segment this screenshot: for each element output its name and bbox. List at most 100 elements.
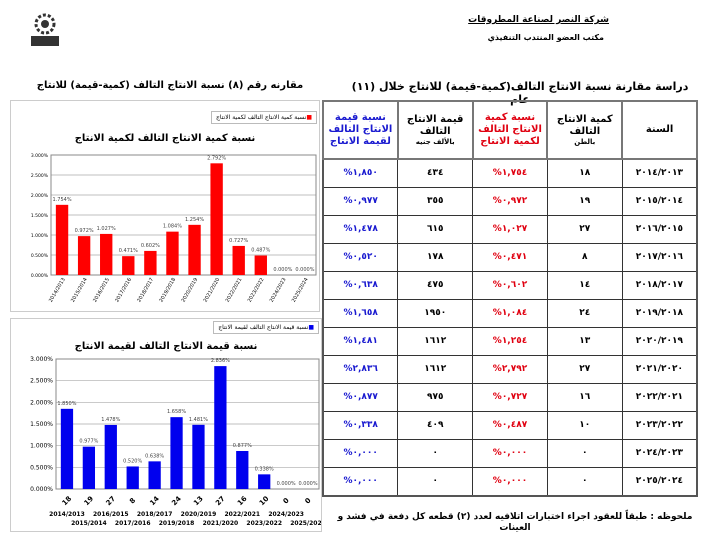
bar bbox=[254, 255, 267, 275]
data-label: 1.478% bbox=[101, 417, 120, 423]
bar bbox=[188, 224, 201, 275]
x-tick-label: 2020/2019 bbox=[181, 511, 217, 518]
x-tick-qty: 13 bbox=[192, 495, 205, 508]
data-label: 1.754% bbox=[53, 197, 72, 203]
cell-value-pct: %٠,٣٣٨ bbox=[322, 411, 399, 440]
cell-value-pct: %٠,٩٧٧ bbox=[322, 187, 399, 216]
table-row: ٢٠٢٢/٢٠٢١ ١٦ %٠,٧٢٧ ٩٧٥ %٠,٨٧٧ bbox=[322, 383, 698, 412]
data-label: 0.877% bbox=[233, 443, 252, 449]
bar bbox=[148, 461, 161, 489]
data-label: 2.792% bbox=[207, 155, 226, 161]
x-tick-label: 2019/2018 bbox=[159, 520, 195, 527]
cell-value: ٤٣٤ bbox=[397, 158, 474, 188]
data-label: 0.602% bbox=[141, 243, 160, 249]
bar bbox=[122, 256, 135, 275]
x-tick-label: 2015/2014 bbox=[71, 520, 107, 527]
cell-year: ٢٠١٧/٢٠١٦ bbox=[621, 243, 698, 272]
y-tick-label: 1.000% bbox=[30, 443, 53, 450]
plot-area bbox=[55, 358, 320, 490]
chart-title: نسبة قيمة الانتاج التالف لقيمة الانتاج bbox=[74, 341, 258, 352]
cell-value: ٤٧٥ bbox=[397, 271, 474, 300]
x-tick-label: 2019/2018 bbox=[158, 277, 177, 304]
cell-value-pct: %١,٨٥٠ bbox=[322, 158, 399, 188]
y-tick-label: 1.500% bbox=[30, 421, 53, 428]
cell-qty: ١٦ bbox=[546, 383, 623, 412]
bar bbox=[258, 474, 271, 489]
cell-qty: ٠ bbox=[546, 467, 623, 497]
x-tick-label: 2017/2016 bbox=[114, 277, 133, 304]
data-label: 0.000% bbox=[273, 267, 292, 273]
cell-value-pct: %٢,٨٣٦ bbox=[322, 355, 399, 384]
x-tick-label: 2025/2024 bbox=[290, 520, 321, 527]
bar bbox=[144, 250, 157, 275]
y-tick-label: 2.000% bbox=[30, 399, 53, 406]
x-tick-qty: 0 bbox=[282, 496, 291, 505]
x-tick-qty: 10 bbox=[258, 495, 271, 508]
cell-value-pct: %١,٤٧٨ bbox=[322, 215, 399, 244]
bar bbox=[104, 424, 117, 489]
table-row: ٢٠١٦/٢٠١٥ ٢٧ %١,٠٢٧ ٦١٥ %١,٤٧٨ bbox=[322, 215, 698, 244]
cell-qty-pct: %١,٧٥٤ bbox=[472, 158, 548, 188]
bar bbox=[55, 204, 69, 275]
x-tick-label: 2014/2013 bbox=[48, 277, 67, 304]
cell-qty: ١٨ bbox=[546, 158, 623, 188]
cell-value: ٠ bbox=[397, 467, 474, 497]
chart-quantity-ratio: ■نسبة كمية الانتاج التالف لكمية الانتاج … bbox=[10, 100, 320, 312]
x-tick-label: 2022/2021 bbox=[224, 511, 260, 518]
cell-qty-pct: %٠,٠٠٠ bbox=[472, 439, 548, 468]
cell-value: ٩٧٥ bbox=[397, 383, 474, 412]
table-row: ٢٠١٤/٢٠١٣ ١٨ %١,٧٥٤ ٤٣٤ %١,٨٥٠ bbox=[322, 158, 698, 188]
x-tick-label: 2021/2020 bbox=[203, 277, 222, 304]
x-tick-label: 2015/2014 bbox=[70, 277, 89, 304]
data-label: 1.027% bbox=[97, 226, 116, 232]
cell-qty-pct: %٠,٤٨٧ bbox=[472, 411, 548, 440]
plot-area bbox=[50, 154, 317, 276]
table-row: ٢٠١٨/٢٠١٧ ١٤ %٠,٦٠٢ ٤٧٥ %٠,٦٣٨ bbox=[322, 271, 698, 300]
y-tick-label: 0.000% bbox=[31, 273, 49, 279]
col-qty: كمية الانتاج التالف بالطن bbox=[546, 100, 624, 160]
footnote: ملحوظه : طبقاً للعقود اجراء اختبارات اتل… bbox=[337, 512, 693, 533]
data-label: 0.487% bbox=[251, 248, 270, 254]
cell-qty-pct: %٠,٠٠٠ bbox=[472, 467, 548, 497]
y-tick-label: 1.500% bbox=[31, 213, 49, 219]
cell-value: ١٩٥٠ bbox=[397, 299, 474, 328]
col-year: السنة bbox=[621, 100, 698, 160]
cell-year: ٢٠٢١/٢٠٢٠ bbox=[621, 355, 698, 384]
data-label: 0.338% bbox=[255, 466, 274, 472]
data-label: 0.972% bbox=[75, 228, 94, 234]
x-tick-label: 2014/2013 bbox=[49, 511, 85, 518]
bar bbox=[214, 366, 227, 489]
bar bbox=[192, 424, 205, 489]
data-label: 1.481% bbox=[189, 417, 208, 423]
y-tick-label: 0.000% bbox=[30, 486, 53, 493]
bar bbox=[77, 236, 91, 275]
cell-year: ٢٠٢٢/٢٠٢١ bbox=[621, 383, 698, 412]
cell-value: ٤٠٩ bbox=[397, 411, 474, 440]
cell-qty-pct: %١,٢٥٤ bbox=[472, 327, 548, 356]
x-tick-label: 2025/2024 bbox=[291, 277, 310, 304]
cell-qty-pct: %٢,٧٩٢ bbox=[472, 355, 548, 384]
table-row: ٢٠١٥/٢٠١٤ ١٩ %٠,٩٧٢ ٣٥٥ %٠,٩٧٧ bbox=[322, 187, 698, 216]
cell-qty: ٢٤ bbox=[546, 299, 623, 328]
x-tick-qty: 0 bbox=[303, 496, 312, 505]
x-tick-label: 2016/2015 bbox=[92, 277, 111, 304]
table-row: ٢٠٢٥/٢٠٢٤ ٠ %٠,٠٠٠ ٠ %٠,٠٠٠ bbox=[322, 467, 698, 497]
bar bbox=[126, 466, 139, 489]
bar bbox=[82, 446, 96, 489]
x-tick-label: 2020/2019 bbox=[181, 277, 200, 304]
cell-year: ٢٠١٤/٢٠١٣ bbox=[621, 158, 698, 188]
cell-year: ٢٠٢٤/٢٠٢٣ bbox=[621, 439, 698, 468]
cell-qty: ١٣ bbox=[546, 327, 623, 356]
cell-qty: ٨ bbox=[546, 243, 623, 272]
x-tick-qty: 16 bbox=[236, 495, 249, 508]
cell-value-pct: %٠,٨٧٧ bbox=[322, 383, 399, 412]
cell-year: ٢٠٢٣/٢٠٢٢ bbox=[621, 411, 698, 440]
x-tick-qty: 27 bbox=[214, 495, 227, 508]
table-row: ٢٠٢٣/٢٠٢٢ ١٠ %٠,٤٨٧ ٤٠٩ %٠,٣٣٨ bbox=[322, 411, 698, 440]
bar bbox=[166, 231, 179, 275]
bar bbox=[100, 233, 113, 275]
cell-value-pct: %٠,٠٠٠ bbox=[322, 467, 399, 497]
y-tick-label: 3.000% bbox=[30, 356, 53, 363]
bar bbox=[236, 450, 249, 489]
y-tick-label: 2.000% bbox=[31, 193, 49, 199]
